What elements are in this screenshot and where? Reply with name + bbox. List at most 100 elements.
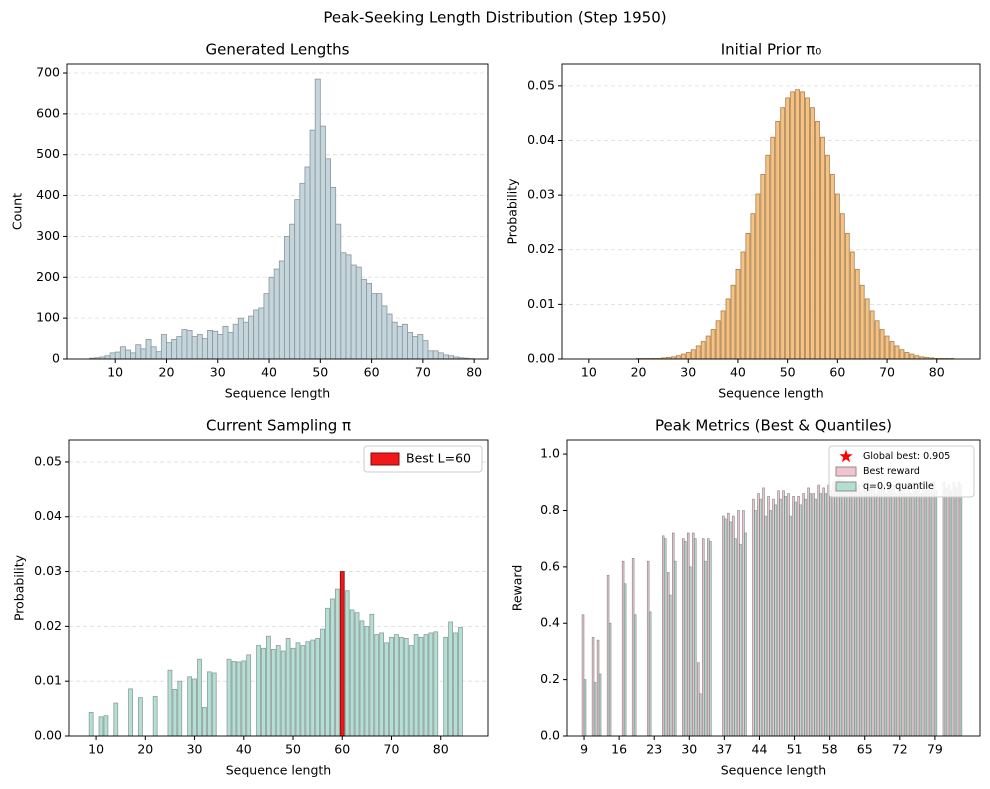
bar bbox=[849, 490, 852, 737]
bar bbox=[892, 484, 896, 737]
bar bbox=[909, 493, 913, 737]
bar bbox=[606, 574, 610, 737]
y-tick-label: 500 bbox=[36, 146, 60, 161]
bar bbox=[310, 639, 316, 737]
y-axis-label: Probability bbox=[505, 178, 520, 245]
x-tick-label: 37 bbox=[716, 742, 732, 757]
bar bbox=[837, 480, 840, 737]
y-tick-label: 0.00 bbox=[527, 351, 555, 366]
subplot-title: Generated Lengths bbox=[206, 41, 350, 59]
bar bbox=[819, 493, 822, 737]
bar bbox=[934, 490, 938, 737]
subplot: Peak Metrics (Best & Quantiles) Sequence … bbox=[510, 417, 981, 778]
bar bbox=[767, 496, 770, 737]
bar bbox=[752, 498, 755, 737]
bar bbox=[877, 481, 881, 737]
bar bbox=[140, 348, 147, 360]
bar bbox=[727, 512, 730, 737]
bar bbox=[396, 325, 403, 360]
bar bbox=[694, 538, 697, 737]
bar bbox=[790, 91, 796, 360]
y-tick-label: 0 bbox=[52, 351, 60, 366]
bar bbox=[598, 673, 602, 737]
bar bbox=[160, 334, 167, 360]
x-tick-label: 10 bbox=[88, 742, 104, 757]
bar bbox=[394, 634, 399, 737]
x-tick-label: 23 bbox=[646, 742, 662, 757]
bar bbox=[957, 481, 961, 737]
y-tick-label: 0.8 bbox=[540, 502, 560, 517]
bar bbox=[304, 166, 311, 360]
bar bbox=[268, 276, 275, 360]
x-tick-label: 44 bbox=[752, 742, 768, 757]
bar bbox=[899, 490, 903, 737]
y-tick-label: 0.04 bbox=[34, 508, 62, 523]
bar bbox=[675, 355, 681, 360]
bar bbox=[770, 136, 776, 360]
bar bbox=[104, 355, 111, 360]
bar bbox=[448, 621, 453, 737]
bar bbox=[191, 336, 198, 360]
bar bbox=[246, 654, 252, 737]
y-tick-label: 0.2 bbox=[540, 671, 560, 686]
bar bbox=[207, 329, 214, 360]
bar bbox=[403, 638, 409, 737]
bar bbox=[680, 353, 686, 360]
bar bbox=[924, 490, 928, 737]
bar bbox=[715, 320, 721, 360]
bar bbox=[849, 251, 855, 360]
bar bbox=[428, 632, 434, 737]
bar bbox=[242, 321, 249, 360]
bar bbox=[155, 351, 162, 360]
bar bbox=[912, 481, 916, 737]
bar bbox=[904, 352, 910, 360]
legend-label: Global best: 0.905 bbox=[863, 451, 950, 462]
bar bbox=[608, 622, 612, 737]
bar bbox=[172, 689, 178, 737]
bar bbox=[125, 349, 131, 360]
bar bbox=[364, 625, 370, 737]
x-tick-label: 30 bbox=[187, 742, 203, 757]
bar bbox=[666, 572, 670, 737]
bar bbox=[299, 182, 306, 360]
x-tick-label: 80 bbox=[929, 365, 945, 380]
bar bbox=[815, 120, 820, 360]
bar bbox=[231, 661, 237, 737]
bar bbox=[685, 352, 691, 360]
bar bbox=[722, 515, 725, 737]
y-tick-label: 0.05 bbox=[34, 453, 62, 468]
bar bbox=[760, 173, 766, 360]
bar bbox=[879, 329, 885, 360]
subplot-title: Peak Metrics (Best & Quantiles) bbox=[655, 417, 892, 435]
legend-swatch bbox=[370, 452, 400, 466]
bar bbox=[138, 697, 143, 737]
bar bbox=[621, 560, 625, 737]
bar bbox=[765, 154, 771, 360]
bar bbox=[295, 642, 301, 737]
figure-title: Peak-Seeking Length Distribution (Step 1… bbox=[323, 9, 666, 27]
bar bbox=[300, 645, 306, 737]
bar bbox=[354, 612, 360, 737]
bar bbox=[882, 484, 886, 737]
x-tick-label: 20 bbox=[631, 365, 647, 380]
x-tick-label: 60 bbox=[829, 365, 845, 380]
bar bbox=[280, 650, 286, 737]
legend-marker bbox=[839, 449, 853, 463]
bar bbox=[458, 627, 463, 737]
legend-label: Best L=60 bbox=[406, 451, 471, 466]
y-tick-label: 200 bbox=[36, 269, 60, 284]
bar bbox=[344, 590, 350, 737]
bar bbox=[929, 490, 933, 737]
bar bbox=[427, 350, 434, 360]
axes-frame bbox=[68, 439, 489, 737]
bar bbox=[869, 310, 875, 360]
bar bbox=[742, 510, 745, 737]
bar bbox=[196, 334, 203, 360]
bar bbox=[593, 682, 597, 737]
bar bbox=[211, 672, 217, 737]
bar bbox=[800, 91, 805, 360]
bar bbox=[689, 566, 692, 737]
x-axis-label: Sequence length bbox=[225, 386, 330, 401]
bar bbox=[212, 330, 219, 360]
bar bbox=[724, 518, 727, 737]
